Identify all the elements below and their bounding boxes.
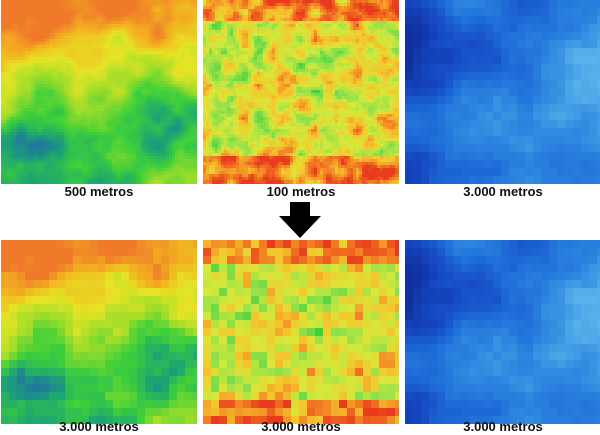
label-elevation-500m: 500 metros [64, 184, 134, 199]
slope-map-100m [203, 0, 399, 184]
elevation-map-500m [1, 0, 197, 184]
label-elevation-3000m: 3.000 metros [59, 419, 139, 434]
elevation-map-3000m [1, 240, 197, 424]
label-blue-3000m-top: 3.000 metros [463, 184, 543, 199]
label-slope-100m: 100 metros [266, 184, 336, 199]
label-blue-3000m-bottom: 3.000 metros [463, 419, 543, 434]
blue-map-3000m-bottom [405, 240, 600, 424]
slope-map-3000m [203, 240, 399, 424]
label-slope-3000m: 3.000 metros [261, 419, 341, 434]
down-arrow-icon [279, 202, 321, 238]
blue-map-3000m-top [405, 0, 600, 184]
